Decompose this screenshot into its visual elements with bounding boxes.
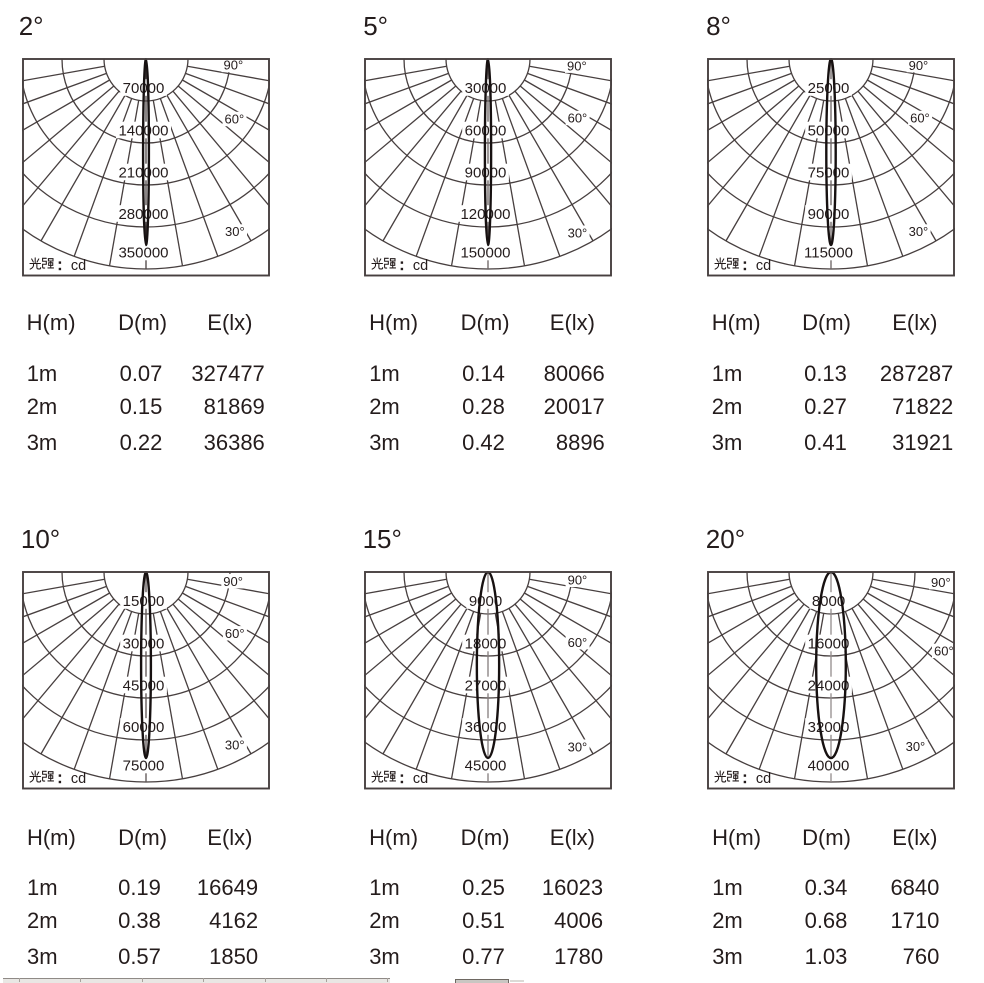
svg-text:90°: 90°	[223, 58, 243, 73]
svg-text:cd: cd	[413, 258, 428, 274]
svg-text:75000: 75000	[122, 757, 164, 774]
svg-text:30°: 30°	[225, 224, 245, 239]
svg-text:36000: 36000	[465, 718, 507, 735]
svg-text:30°: 30°	[568, 739, 588, 754]
svg-text:90°: 90°	[931, 574, 951, 589]
svg-text:50000: 50000	[807, 122, 849, 139]
svg-text:60°: 60°	[934, 643, 954, 658]
svg-text:45000: 45000	[465, 757, 507, 774]
svg-text:45000: 45000	[122, 677, 164, 694]
svg-text:90°: 90°	[568, 572, 588, 587]
svg-text:30°: 30°	[905, 739, 925, 754]
svg-text:30°: 30°	[224, 737, 244, 752]
svg-text:16000: 16000	[807, 635, 849, 652]
svg-text:9000: 9000	[469, 592, 502, 609]
svg-text:cd: cd	[755, 771, 770, 787]
svg-text:30°: 30°	[568, 225, 588, 240]
svg-text:90°: 90°	[908, 58, 928, 73]
svg-text:90°: 90°	[567, 58, 587, 73]
svg-text:150000: 150000	[460, 244, 510, 261]
svg-text:32000: 32000	[807, 718, 849, 735]
svg-text:60°: 60°	[568, 634, 588, 649]
svg-text:60°: 60°	[224, 626, 244, 641]
svg-text:cd: cd	[70, 771, 85, 787]
svg-text:cd: cd	[755, 258, 770, 274]
svg-text:60°: 60°	[568, 111, 588, 126]
svg-text:24000: 24000	[807, 677, 849, 694]
svg-text:cd: cd	[413, 771, 428, 787]
svg-text:40000: 40000	[807, 757, 849, 774]
svg-text:30000: 30000	[122, 635, 164, 652]
svg-text:115000: 115000	[804, 244, 853, 261]
svg-text:90°: 90°	[223, 573, 243, 588]
svg-text:cd: cd	[70, 258, 85, 274]
svg-text:30°: 30°	[908, 224, 928, 239]
svg-text:18000: 18000	[465, 635, 507, 652]
svg-text:60°: 60°	[224, 112, 244, 127]
svg-text:75000: 75000	[807, 164, 849, 181]
svg-text:27000: 27000	[465, 677, 507, 694]
svg-text:350000: 350000	[118, 244, 168, 261]
svg-text:60°: 60°	[910, 111, 930, 126]
